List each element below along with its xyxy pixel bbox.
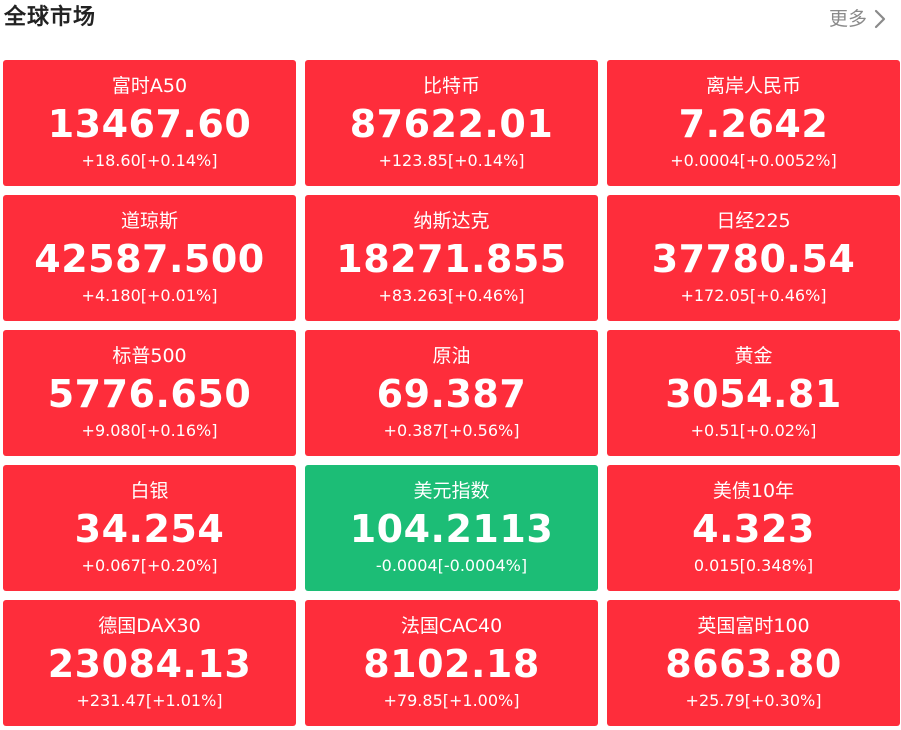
market-price: 13467.60 (47, 102, 252, 146)
market-card[interactable]: 日经225 37780.54 +172.05[+0.46%] (607, 195, 900, 321)
market-card[interactable]: 黄金 3054.81 +0.51[+0.02%] (607, 330, 900, 456)
market-card[interactable]: 离岸人民币 7.2642 +0.0004[+0.0052%] (607, 60, 900, 186)
market-change: +0.0004[+0.0052%] (670, 151, 837, 170)
market-change: +0.387[+0.56%] (383, 421, 520, 440)
market-price: 42587.500 (34, 237, 265, 281)
market-card[interactable]: 比特币 87622.01 +123.85[+0.14%] (305, 60, 598, 186)
market-card[interactable]: 纳斯达克 18271.855 +83.263[+0.46%] (305, 195, 598, 321)
market-grid: 富时A50 13467.60 +18.60[+0.14%] 比特币 87622.01 +1… (3, 60, 900, 726)
market-name: 原油 (432, 345, 471, 367)
market-change: +4.180[+0.01%] (81, 286, 218, 305)
market-change: +9.080[+0.16%] (81, 421, 218, 440)
market-name: 德国DAX30 (98, 615, 201, 637)
market-card[interactable]: 富时A50 13467.60 +18.60[+0.14%] (3, 60, 296, 186)
market-name: 日经225 (716, 210, 791, 232)
market-change: 0.015[0.348%] (693, 556, 814, 575)
market-change: -0.0004[-0.0004%] (375, 556, 528, 575)
market-name: 道琼斯 (120, 210, 178, 232)
market-card[interactable]: 白银 34.254 +0.067[+0.20%] (3, 465, 296, 591)
market-price: 8102.18 (363, 642, 540, 686)
market-price: 87622.01 (349, 102, 554, 146)
market-change: +0.51[+0.02%] (690, 421, 817, 440)
market-card[interactable]: 美元指数 104.2113 -0.0004[-0.0004%] (305, 465, 598, 591)
market-card[interactable]: 道琼斯 42587.500 +4.180[+0.01%] (3, 195, 296, 321)
market-name: 标普500 (112, 345, 187, 367)
section-header: 全球市场 更多 (0, 0, 901, 48)
market-name: 白银 (130, 480, 169, 502)
market-price: 7.2642 (678, 102, 829, 146)
market-card[interactable]: 原油 69.387 +0.387[+0.56%] (305, 330, 598, 456)
market-price: 69.387 (376, 372, 527, 416)
market-change: +0.067[+0.20%] (81, 556, 218, 575)
market-change: +79.85[+1.00%] (383, 691, 520, 710)
market-name: 纳斯达克 (413, 210, 490, 232)
market-price: 4.323 (692, 507, 815, 551)
market-name: 比特币 (422, 75, 480, 97)
market-change: +25.79[+0.30%] (685, 691, 822, 710)
market-price: 5776.650 (47, 372, 252, 416)
market-price: 3054.81 (665, 372, 842, 416)
more-label: 更多 (828, 8, 867, 30)
chevron-right-icon (871, 8, 889, 30)
market-card[interactable]: 英国富时100 8663.80 +25.79[+0.30%] (607, 600, 900, 726)
market-name: 法国CAC40 (400, 615, 503, 637)
market-card[interactable]: 法国CAC40 8102.18 +79.85[+1.00%] (305, 600, 598, 726)
market-name: 美元指数 (413, 480, 490, 502)
market-price: 8663.80 (665, 642, 842, 686)
market-price: 34.254 (74, 507, 225, 551)
market-change: +123.85[+0.14%] (378, 151, 525, 170)
market-name: 黄金 (734, 345, 773, 367)
market-price: 18271.855 (336, 237, 567, 281)
market-name: 美债10年 (712, 480, 795, 502)
market-change: +18.60[+0.14%] (81, 151, 218, 170)
market-change: +172.05[+0.46%] (680, 286, 827, 305)
market-card[interactable]: 美债10年 4.323 0.015[0.348%] (607, 465, 900, 591)
market-name: 离岸人民币 (705, 75, 801, 97)
market-card[interactable]: 德国DAX30 23084.13 +231.47[+1.01%] (3, 600, 296, 726)
market-change: +83.263[+0.46%] (378, 286, 525, 305)
market-card[interactable]: 标普500 5776.650 +9.080[+0.16%] (3, 330, 296, 456)
market-price: 37780.54 (651, 237, 856, 281)
market-name: 英国富时100 (697, 615, 810, 637)
section-title: 全球市场 (4, 5, 97, 30)
market-price: 23084.13 (47, 642, 252, 686)
market-change: +231.47[+1.01%] (76, 691, 223, 710)
market-price: 104.2113 (349, 507, 554, 551)
more-link[interactable]: 更多 (829, 4, 889, 34)
market-name: 富时A50 (111, 75, 188, 97)
